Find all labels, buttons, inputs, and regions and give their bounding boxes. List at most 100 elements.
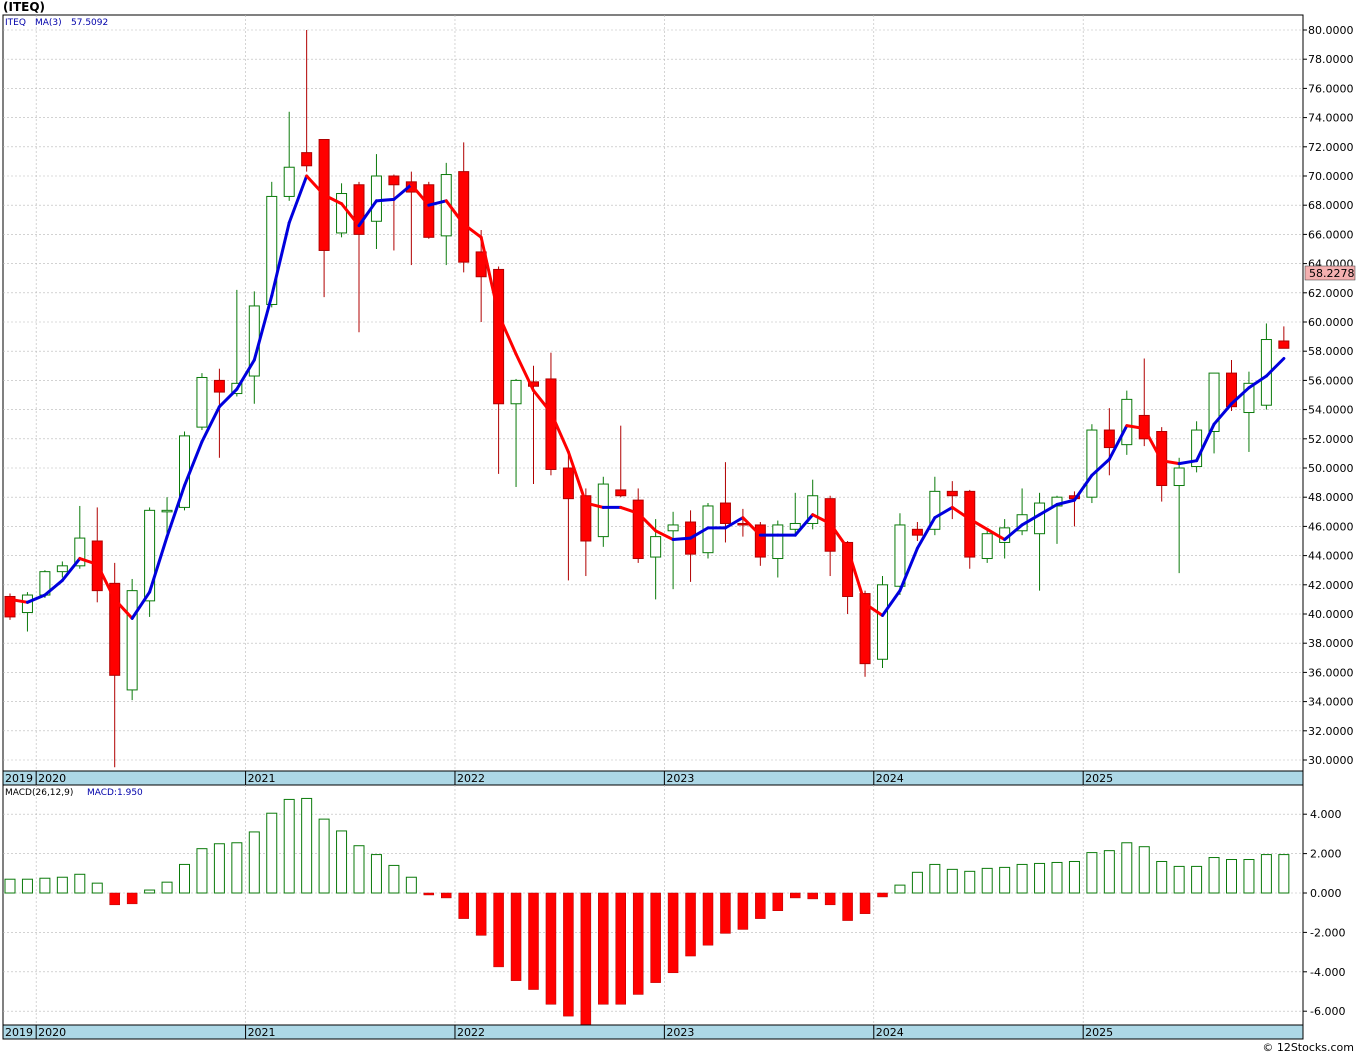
macd-year-label: 2024: [876, 1026, 904, 1039]
macd-bar: [213, 843, 225, 894]
candle-body: [545, 378, 557, 470]
candle-body: [283, 166, 295, 197]
candle-body: [911, 528, 923, 536]
macd-bar: [981, 867, 993, 894]
ma-segment: [689, 526, 710, 540]
macd-bar: [1226, 859, 1237, 894]
macd-label: MACD(26,12,9): [5, 788, 73, 798]
ma-segment: [8, 597, 29, 604]
macd-bar: [4, 878, 16, 894]
ma-segment: [322, 193, 344, 206]
ma-segment: [619, 505, 640, 515]
macd-y-tick-label: -2.000: [1310, 926, 1345, 939]
macd-y-tick-label: 0.000: [1310, 887, 1342, 900]
candle-body: [353, 184, 365, 235]
macd-bar: [39, 877, 51, 894]
macd-year-label: 2019: [5, 1026, 33, 1039]
macd-bar: [1016, 863, 1028, 894]
price-y-tick-label: 76.0000: [1308, 82, 1354, 95]
macd-bar: [580, 892, 592, 1027]
candle-body: [562, 467, 574, 500]
ma-segment: [60, 557, 82, 582]
macd-bar: [1278, 854, 1290, 894]
candle-body: [754, 524, 766, 558]
price-year-label: 2023: [666, 772, 694, 785]
ma-segment: [1264, 357, 1286, 378]
macd-year-label: 2021: [248, 1026, 276, 1039]
macd-bar: [301, 797, 313, 894]
macd-bar: [632, 892, 644, 995]
candle-body: [1086, 429, 1098, 498]
ma-segment: [252, 294, 274, 362]
macd-value: MACD:1.950: [87, 788, 143, 798]
ticker-label: ITEQ: [5, 18, 26, 28]
last-price-box: [1304, 265, 1356, 281]
ma-segment: [148, 535, 169, 594]
macd-bar: [423, 892, 435, 896]
macd-bar: [56, 876, 68, 894]
ma-segment: [741, 516, 762, 537]
price-y-tick-label: 54.0000: [1308, 404, 1354, 417]
price-y-tick-label: 60.0000: [1308, 316, 1354, 329]
macd-bar: [824, 892, 836, 906]
macd-bar: [388, 864, 400, 894]
macd-bar: [859, 892, 871, 914]
ma-segment: [427, 199, 448, 207]
ma-segment: [1230, 386, 1251, 406]
candle-body: [946, 490, 958, 497]
ma-segment: [113, 597, 134, 620]
ma-segment: [1195, 422, 1216, 463]
macd-bar: [929, 863, 941, 894]
price-y-tick-label: 66.0000: [1308, 228, 1354, 241]
price-y-tick-label: 58.0000: [1308, 345, 1354, 358]
candle-body: [56, 565, 68, 573]
macd-bar: [720, 892, 731, 934]
candle-body: [580, 495, 592, 542]
ma-segment: [444, 199, 466, 226]
macd-year-label: 2023: [666, 1026, 694, 1039]
ma-segment: [671, 536, 693, 542]
ma-segment: [462, 222, 483, 239]
candle-body: [597, 483, 609, 538]
macd-bar: [1243, 859, 1255, 894]
candle-body: [4, 595, 16, 618]
ma-segment: [723, 516, 745, 530]
candle-body: [458, 171, 470, 263]
macd-bar: [1138, 846, 1150, 894]
ma-segment: [78, 557, 99, 566]
candle-body: [161, 509, 173, 513]
moving-average-line: [8, 174, 1286, 620]
price-grid: [3, 15, 1303, 771]
macd-bar: [493, 892, 504, 968]
macd-bar: [563, 892, 574, 1017]
candle-body: [423, 184, 435, 238]
price-year-label: 2025: [1085, 772, 1113, 785]
ma-segment: [340, 202, 361, 228]
macd-bar: [1208, 857, 1220, 894]
price-y-axis: 80.0000 78.0000 76.0000 74.0000 72.0000 70.00…: [1303, 24, 1354, 767]
candle-body: [615, 489, 627, 497]
macd-bar: [441, 892, 452, 899]
ma-segment: [200, 405, 221, 444]
ma-segment: [25, 593, 47, 604]
macd-bar: [283, 798, 295, 894]
price-year-label: 2021: [248, 772, 276, 785]
candle-body: [894, 524, 906, 587]
candle-body: [74, 537, 86, 567]
macd-bar: [1034, 862, 1046, 894]
candle-body: [1226, 372, 1237, 408]
ma-segment: [497, 313, 518, 356]
candle-body: [1243, 382, 1255, 414]
macd-bar: [1086, 852, 1098, 894]
ma-segment: [1125, 424, 1146, 431]
candle-body: [929, 490, 941, 530]
candle-body: [109, 582, 121, 676]
candle-body: [964, 490, 976, 558]
macd-bar: [318, 818, 330, 894]
ma-segment: [1160, 459, 1181, 466]
ma-segment: [183, 440, 204, 488]
candle-body: [510, 379, 522, 405]
ma-segment: [235, 358, 256, 391]
macd-bar: [1068, 860, 1080, 894]
macd-bar: [21, 878, 33, 894]
